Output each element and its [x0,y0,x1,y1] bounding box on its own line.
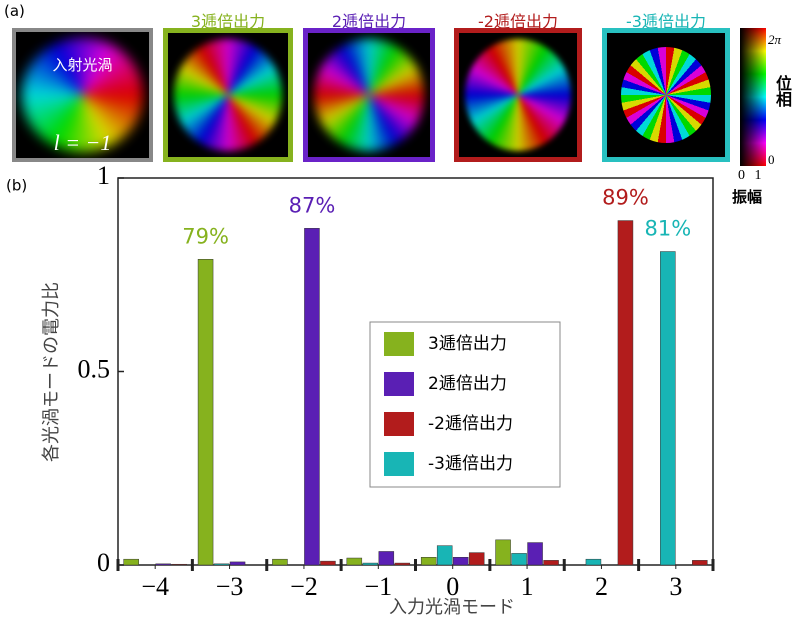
value-label: 79% [182,224,229,248]
legend-swatch [384,452,414,476]
y-tick-label: 1 [97,161,110,190]
bar [156,564,171,565]
x-tick-label: −2 [290,572,318,601]
chart: (b) 入力光渦モード 各光渦モードの電力比 00.51−4−379%−287%… [0,0,805,626]
bar [469,553,484,565]
bar [496,540,511,565]
bar [421,557,436,565]
value-label: 87% [289,193,336,217]
bar [437,546,452,565]
value-label: 89% [602,186,649,210]
legend-label: 3逓倍出力 [428,334,507,354]
bar [320,561,335,565]
bar [512,553,527,565]
legend-swatch [384,332,414,356]
bar [347,558,362,565]
x-tick-label: −4 [141,572,169,601]
x-tick-label: 0 [446,572,459,601]
x-tick-label: 1 [521,572,534,601]
bar [198,259,213,565]
bar [304,228,319,565]
x-tick-label: −1 [364,572,392,601]
bar [660,252,675,565]
value-label: 81% [644,217,691,241]
x-tick-label: 3 [669,572,682,601]
bar [379,551,394,565]
bar [528,543,543,565]
bar [692,560,707,565]
bar [230,562,245,565]
x-tick-label: −3 [216,572,244,601]
legend-label: 2逓倍出力 [428,374,507,394]
bar [363,563,378,565]
bar [124,559,139,565]
legend-label: -3逓倍出力 [428,454,513,474]
bar [453,557,468,565]
x-tick-label: 2 [595,572,608,601]
y-axis-label: 各光渦モードの電力比 [41,282,62,462]
legend-label: -2逓倍出力 [428,414,513,434]
panel-label: (b) [6,177,27,195]
bar [272,559,287,565]
y-tick-label: 0.5 [78,354,111,383]
legend-swatch [384,372,414,396]
bar [172,564,187,565]
bar [214,564,229,565]
legend-swatch [384,412,414,436]
bar [618,221,633,565]
bar [544,560,559,565]
figure: (a) 入射光渦 l = −1 3逓倍出力 2逓倍出力 -2逓倍出力 -3逓倍出… [0,0,805,626]
y-tick-label: 0 [97,548,110,577]
bar [586,559,601,565]
bar [395,563,410,565]
